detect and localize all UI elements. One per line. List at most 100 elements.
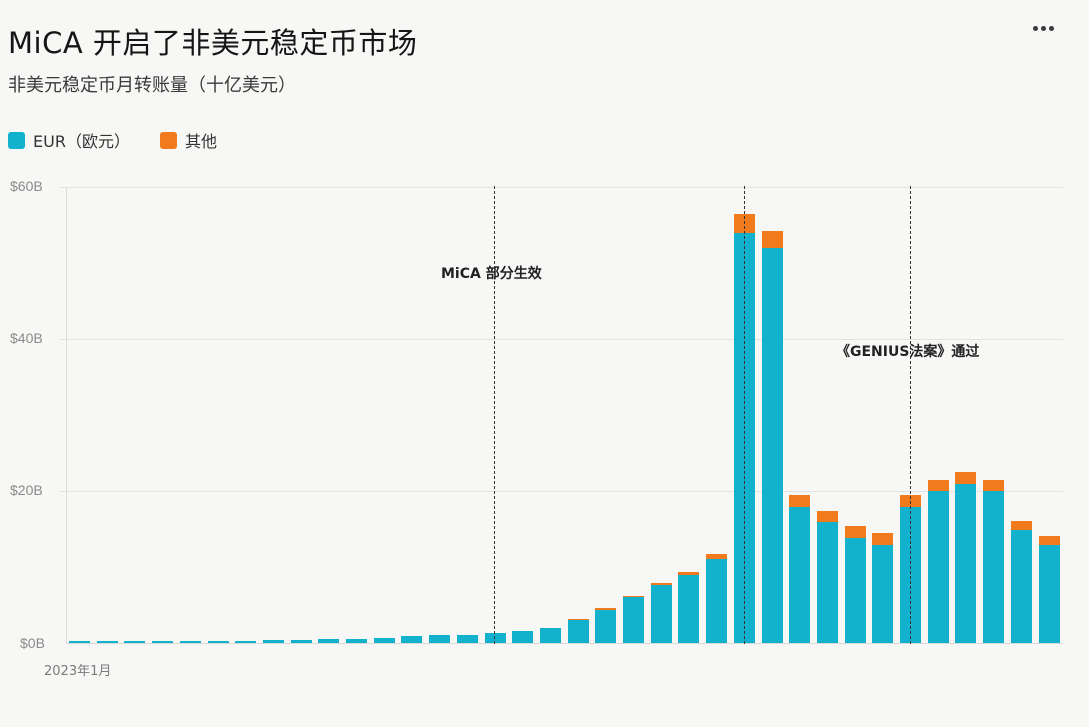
- mica-marker-line: [494, 186, 495, 644]
- bar-segment-eur: [623, 597, 644, 643]
- bar-2024-03: [456, 634, 478, 643]
- bar-segment-other: [872, 532, 894, 545]
- bar-2024-02: [429, 635, 451, 643]
- bar-2023-05: [179, 640, 201, 643]
- bar-2024-07: [567, 619, 589, 643]
- bar-segment-eur: [539, 627, 561, 643]
- legend: EUR（欧元） 其他: [8, 128, 217, 152]
- y-tick-0: $0B: [20, 635, 45, 651]
- bar-segment-eur: [456, 634, 478, 643]
- bar-segment-eur: [789, 506, 811, 643]
- annotation-genius: 《GENIUS法案》通过: [836, 344, 980, 360]
- bar-segment-eur: [207, 640, 229, 643]
- bar-2025-06: [872, 532, 894, 643]
- bar-segment-other: [844, 525, 866, 539]
- bar-segment-eur: [706, 559, 728, 643]
- bar-2023-11: [346, 639, 367, 643]
- peak-marker-line: [744, 186, 745, 644]
- bar-2025-11: [1010, 521, 1032, 643]
- bar-segment-other: [1010, 521, 1032, 530]
- bar-segment-other: [1038, 535, 1060, 545]
- bar-segment-eur: [1010, 529, 1032, 643]
- bar-2025-12: [1038, 535, 1060, 643]
- bar-segment-other: [789, 494, 811, 507]
- bar-segment-eur: [872, 544, 894, 643]
- y-axis: [66, 187, 67, 644]
- gridline-40: [60, 339, 1063, 340]
- bar-segment-eur: [955, 484, 977, 643]
- bar-segment-eur: [927, 490, 949, 643]
- bar-segment-eur: [124, 641, 146, 643]
- bar-2024-10: [650, 582, 672, 643]
- legend-item-eur[interactable]: EUR（欧元）: [8, 128, 130, 152]
- bar-segment-eur: [761, 247, 783, 643]
- bar-2023-06: [207, 640, 229, 643]
- bar-segment-eur: [152, 641, 174, 643]
- gridline-60: [60, 187, 1063, 188]
- bar-2024-08: [595, 608, 617, 643]
- bar-segment-other: [761, 231, 783, 248]
- legend-swatch-eur: [8, 131, 25, 149]
- bar-2024-12: [706, 554, 728, 643]
- bar-2025-10: [983, 480, 1005, 643]
- bar-2025-05: [844, 525, 866, 643]
- more-options-button[interactable]: [1028, 18, 1058, 38]
- x-axis: [66, 643, 1063, 644]
- bar-2023-04: [152, 641, 174, 643]
- bar-segment-eur: [512, 630, 534, 643]
- bar-segment-other: [955, 472, 977, 485]
- bar-2023-03: [124, 641, 146, 643]
- bar-segment-eur: [69, 641, 90, 643]
- bar-segment-eur: [429, 635, 451, 643]
- bar-segment-other: [927, 480, 949, 491]
- bar-segment-eur: [816, 522, 838, 643]
- bar-segment-other: [595, 608, 617, 610]
- bar-segment-other: [567, 619, 589, 621]
- legend-label-eur: EUR（欧元）: [33, 132, 130, 151]
- bar-segment-eur: [401, 636, 423, 643]
- bar-segment-other: [816, 510, 838, 523]
- bar-2024-04: [484, 633, 506, 643]
- bar-segment-eur: [262, 639, 284, 643]
- x-tick-first: 2023年1月: [44, 664, 112, 679]
- ellipsis-icon: [1048, 25, 1054, 31]
- bar-2024-11: [678, 571, 700, 643]
- bar-2024-05: [512, 630, 534, 643]
- bar-2023-12: [373, 638, 395, 643]
- bar-2023-10: [318, 639, 340, 643]
- chart-title: MiCA 开启了非美元稳定币市场: [8, 26, 418, 60]
- bar-2025-04: [816, 510, 838, 643]
- bar-segment-eur: [373, 638, 395, 643]
- bar-2023-08: [262, 639, 284, 643]
- bar-2023-02: [96, 641, 118, 643]
- bar-segment-eur: [290, 639, 312, 643]
- bar-2025-09: [955, 472, 977, 643]
- bar-segment-eur: [318, 639, 340, 643]
- legend-swatch-other: [159, 131, 177, 149]
- legend-label-other: 其他: [184, 132, 217, 151]
- bar-segment-eur: [595, 609, 617, 643]
- bar-2023-01: [69, 641, 90, 643]
- bar-segment-other: [983, 480, 1005, 491]
- y-tick-60: $60B: [10, 178, 43, 194]
- bar-2023-09: [290, 639, 312, 643]
- bar-2025-03: [789, 494, 811, 643]
- bar-2024-09: [623, 595, 644, 643]
- bar-segment-eur: [650, 585, 672, 643]
- bar-segment-other: [706, 554, 728, 560]
- bar-2024-06: [539, 627, 561, 643]
- bar-segment-eur: [484, 633, 506, 643]
- bar-segment-eur: [844, 538, 866, 643]
- bar-segment-eur: [96, 641, 118, 643]
- y-tick-40: $40B: [10, 330, 43, 346]
- bar-segment-eur: [567, 620, 589, 643]
- genius-marker-line: [910, 186, 911, 644]
- bar-2025-08: [927, 480, 949, 643]
- bar-segment-eur: [235, 640, 257, 643]
- bar-segment-eur: [1038, 544, 1060, 643]
- bar-2024-01: [401, 636, 423, 643]
- legend-item-other[interactable]: 其他: [159, 128, 217, 152]
- bar-segment-other: [650, 582, 672, 586]
- bar-segment-other: [623, 595, 644, 598]
